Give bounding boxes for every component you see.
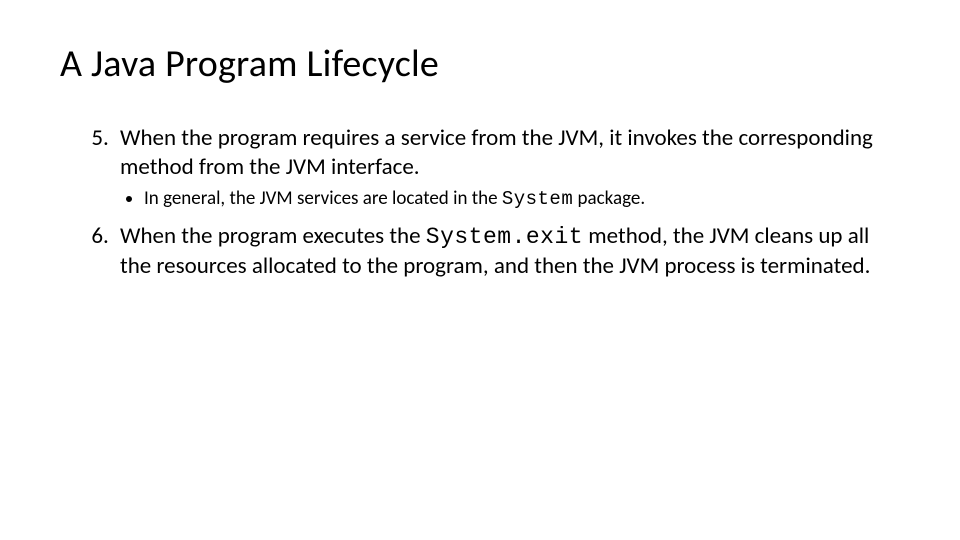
- slide-title: A Java Program Lifecycle: [60, 44, 900, 86]
- list-item-6: When the program executes the System.exi…: [114, 222, 900, 281]
- list-item-5-text: When the program requires a service from…: [120, 124, 873, 181]
- sub-bullet-suffix: package.: [573, 187, 645, 210]
- sub-bullet-prefix: In general, the JVM services are located…: [144, 187, 502, 210]
- sub-list: In general, the JVM services are located…: [120, 187, 900, 212]
- list-item-5: When the program requires a service from…: [114, 124, 900, 212]
- slide: A Java Program Lifecycle When the progra…: [0, 0, 960, 281]
- code-system: System: [502, 188, 573, 210]
- list-item-6-prefix: When the program executes the: [120, 222, 426, 250]
- code-system-exit: System.exit: [426, 224, 583, 250]
- sub-list-item: In general, the JVM services are located…: [144, 187, 900, 212]
- main-list: When the program requires a service from…: [60, 124, 900, 281]
